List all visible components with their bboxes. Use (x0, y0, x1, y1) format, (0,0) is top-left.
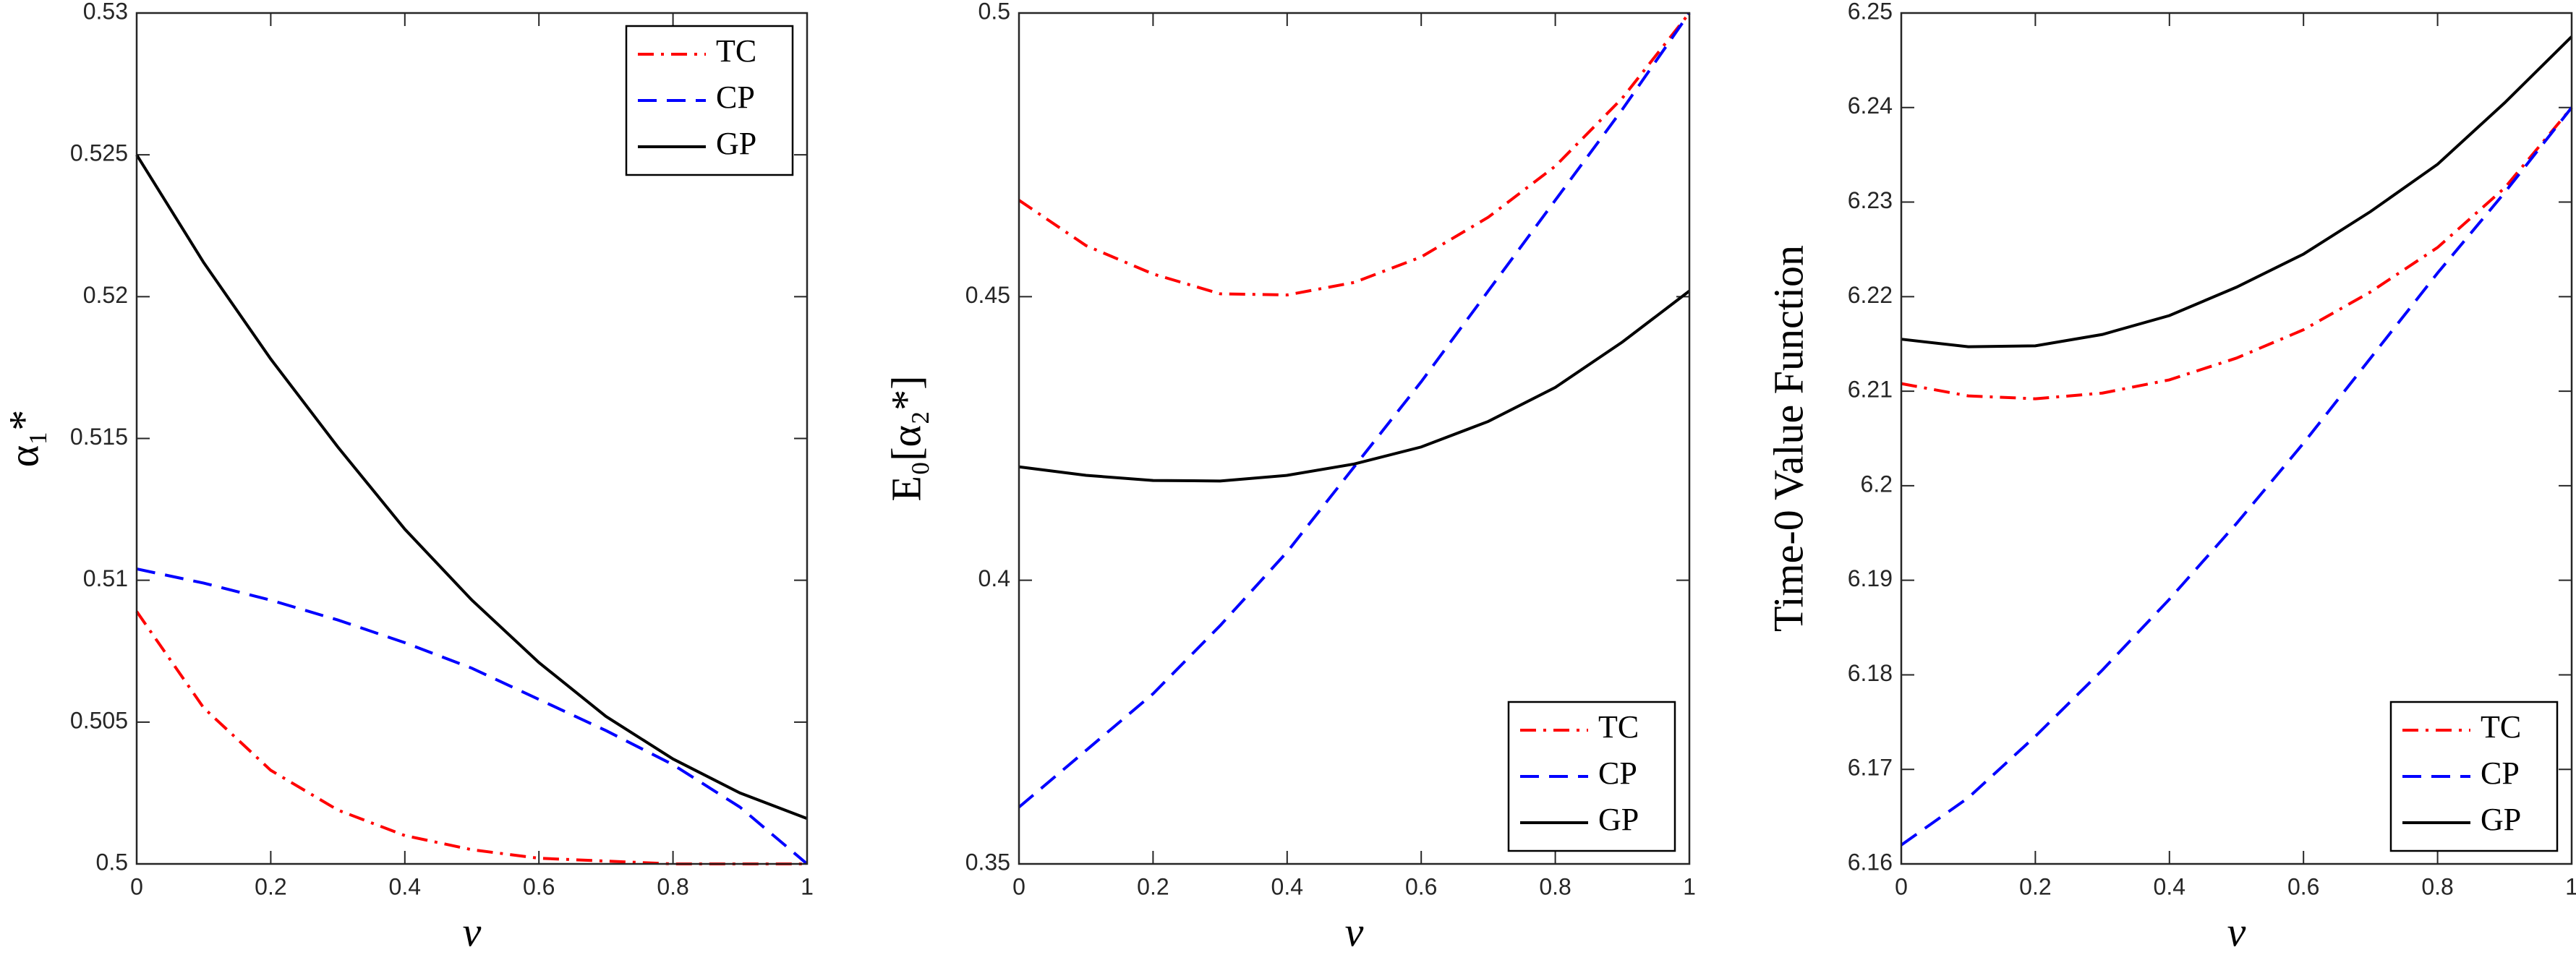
y-tick-label: 6.19 (1848, 565, 1893, 591)
x-tick-label: 0 (130, 873, 143, 899)
x-tick-label: 0.2 (255, 873, 286, 899)
y-tick-label: 0.45 (965, 282, 1010, 308)
x-tick-label: 0 (1012, 873, 1025, 899)
x-tick-label: 0.4 (389, 873, 421, 899)
y-tick-label: 6.2 (1861, 471, 1893, 497)
panel: 0 0.2 0.4 0.6 0.8 1 0.35 0.4 0.45 0.5 v E₀[α₂*] TC CP… (882, 0, 1696, 955)
axes-box (135, 12, 809, 865)
panel: 0 0.2 0.4 0.6 0.8 1 6.16 6.17 6.18 6.19 6.2 6.21 6.2… (1765, 0, 2576, 955)
legend-label: CP (1598, 755, 1637, 791)
x-tick-label: 0.6 (523, 873, 555, 899)
y-tick-label: 0.53 (83, 0, 128, 24)
y-tick-label: 6.24 (1848, 93, 1893, 119)
x-tick-label: 0.4 (2154, 873, 2185, 899)
line-series (135, 154, 808, 821)
legend-label: GP (716, 126, 756, 161)
y-tick-label: 6.25 (1848, 0, 1893, 24)
y-tick-label: 6.23 (1848, 187, 1893, 213)
line-series (1018, 289, 1691, 483)
y-tick-label: 0.4 (978, 565, 1010, 591)
axes-box (1018, 12, 1691, 865)
x-tick-label: 0.8 (1539, 873, 1571, 899)
y-tick-label: 6.17 (1848, 755, 1893, 781)
y-tick-label: 0.52 (83, 282, 128, 308)
y-tick-label: 0.525 (70, 140, 128, 166)
axes-box (1900, 12, 2573, 865)
legend-label: TC (716, 33, 756, 69)
y-axis-label: α₁* (0, 410, 47, 468)
line-series (1018, 12, 1691, 296)
x-axis-label: v (463, 908, 482, 955)
y-tick-label: 6.21 (1848, 377, 1893, 403)
x-tick-label: 0 (1895, 873, 1908, 899)
x-tick-label: 0.8 (657, 873, 688, 899)
y-axis-label: Time-0 Value Function (1765, 245, 1812, 632)
x-tick-label: 1 (801, 873, 814, 899)
line-series (1901, 35, 2573, 348)
y-tick-label: 0.35 (965, 849, 1010, 875)
legend-label: TC (2481, 709, 2521, 745)
y-tick-label: 0.51 (83, 565, 128, 591)
line-series (1018, 12, 1691, 809)
y-axis-label: E₀[α₂*] (882, 376, 929, 502)
y-tick-label: 0.5 (978, 0, 1010, 24)
x-tick-label: 1 (1683, 873, 1696, 899)
x-tick-label: 0.8 (2421, 873, 2453, 899)
x-axis-label: v (2227, 908, 2246, 955)
legend-label: TC (1598, 709, 1639, 745)
x-axis-label: v (1345, 908, 1364, 955)
x-tick-label: 0.2 (2019, 873, 2051, 899)
legend-label: GP (1598, 802, 1639, 837)
legend-label: GP (2481, 802, 2521, 837)
x-tick-label: 0.6 (1405, 873, 1437, 899)
panel: 0 0.2 0.4 0.6 0.8 1 0.5 0.505 0.51 0.515 0.52 0.525… (0, 0, 814, 955)
y-tick-label: 6.22 (1848, 282, 1893, 308)
legend-label: CP (2481, 755, 2520, 791)
x-tick-label: 1 (2565, 873, 2576, 899)
y-tick-label: 0.505 (70, 707, 128, 733)
y-tick-label: 0.5 (96, 849, 128, 875)
line-series (1901, 106, 2573, 401)
line-series (135, 610, 807, 865)
x-tick-label: 0.6 (2287, 873, 2319, 899)
line-series (136, 568, 809, 865)
y-tick-label: 0.515 (70, 424, 128, 450)
y-tick-label: 6.18 (1848, 660, 1893, 686)
line-series (1900, 106, 2573, 847)
x-tick-label: 0.2 (1137, 873, 1169, 899)
legend-label: CP (716, 80, 755, 115)
y-tick-label: 6.16 (1848, 849, 1893, 875)
x-tick-label: 0.4 (1271, 873, 1303, 899)
